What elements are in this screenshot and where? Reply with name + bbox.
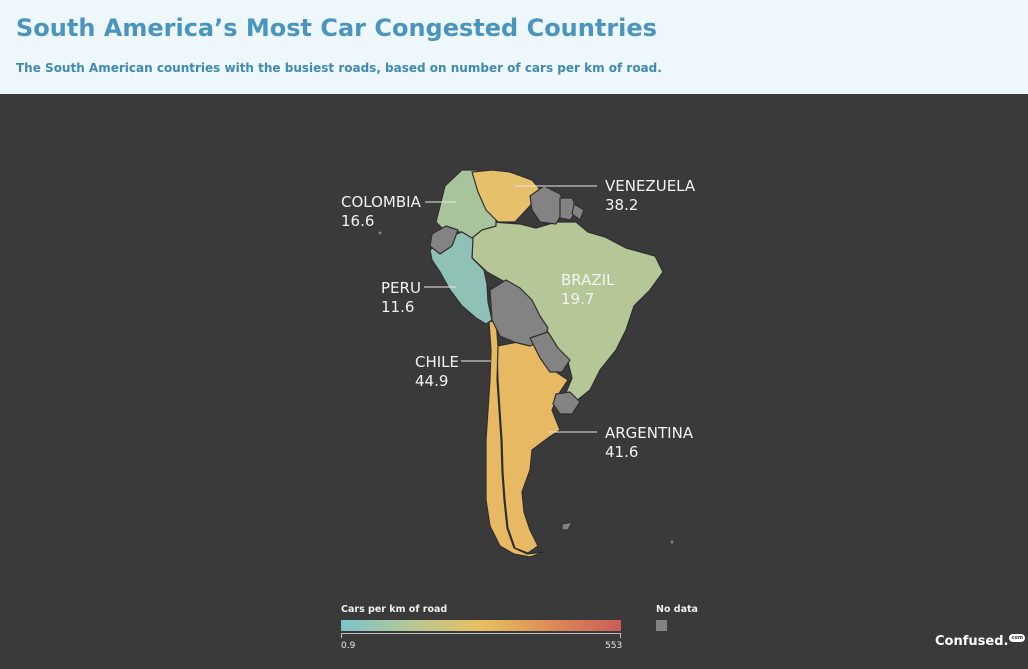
country-value-brazil: 19.7 <box>561 290 595 308</box>
country-shape-venezuela <box>471 169 543 223</box>
country-name-venezuela: VENEZUELA <box>605 177 696 195</box>
brand-badge: com <box>1009 634 1026 642</box>
legend-color-scale <box>341 620 621 631</box>
legend-title: Cars per km of road <box>341 604 448 615</box>
brand-name: Confused. <box>935 634 1009 649</box>
country-shape-ecuador <box>429 225 459 255</box>
callout-argentina: ARGENTINA 41.6 <box>605 424 693 462</box>
callout-colombia: COLOMBIA 16.6 <box>341 193 421 231</box>
legend-max-value: 553 <box>605 641 623 651</box>
callout-chile: CHILE 44.9 <box>415 353 459 391</box>
island-marker <box>378 231 382 235</box>
no-data-label: No data <box>656 604 698 615</box>
header-banner: South America’s Most Car Congested Count… <box>0 0 1028 94</box>
page-title: South America’s Most Car Congested Count… <box>16 14 657 42</box>
callout-venezuela: VENEZUELA 38.2 <box>605 177 695 215</box>
country-shape-argentina <box>496 341 569 554</box>
callout-brazil: BRAZIL 19.7 <box>561 271 614 309</box>
country-value-colombia: 16.6 <box>341 212 375 230</box>
country-name-colombia: COLOMBIA <box>341 193 421 211</box>
country-shape-paraguay <box>529 331 571 373</box>
country-shape-uruguay <box>552 391 581 415</box>
country-value-chile: 44.9 <box>415 372 449 390</box>
confused-logo: Confused. com <box>935 634 1026 649</box>
country-value-argentina: 41.6 <box>605 443 639 461</box>
country-name-peru: PERU <box>381 279 421 297</box>
callout-peru: PERU 11.6 <box>381 279 421 317</box>
country-name-argentina: ARGENTINA <box>605 424 694 442</box>
country-shape-falklands <box>561 521 573 531</box>
no-data-swatch <box>656 620 667 631</box>
legend-min-value: 0.9 <box>341 641 356 651</box>
country-shape-french-guiana <box>571 203 585 221</box>
country-shape-chile <box>485 319 545 558</box>
legend-axis <box>341 633 621 638</box>
country-name-chile: CHILE <box>415 353 460 371</box>
page-subtitle: The South American countries with the bu… <box>16 61 662 75</box>
country-shape-colombia <box>435 169 497 239</box>
island-marker <box>670 540 674 544</box>
country-value-peru: 11.6 <box>381 298 415 316</box>
south-america-map <box>378 169 674 558</box>
country-name-brazil: BRAZIL <box>561 271 615 289</box>
country-value-venezuela: 38.2 <box>605 196 639 214</box>
